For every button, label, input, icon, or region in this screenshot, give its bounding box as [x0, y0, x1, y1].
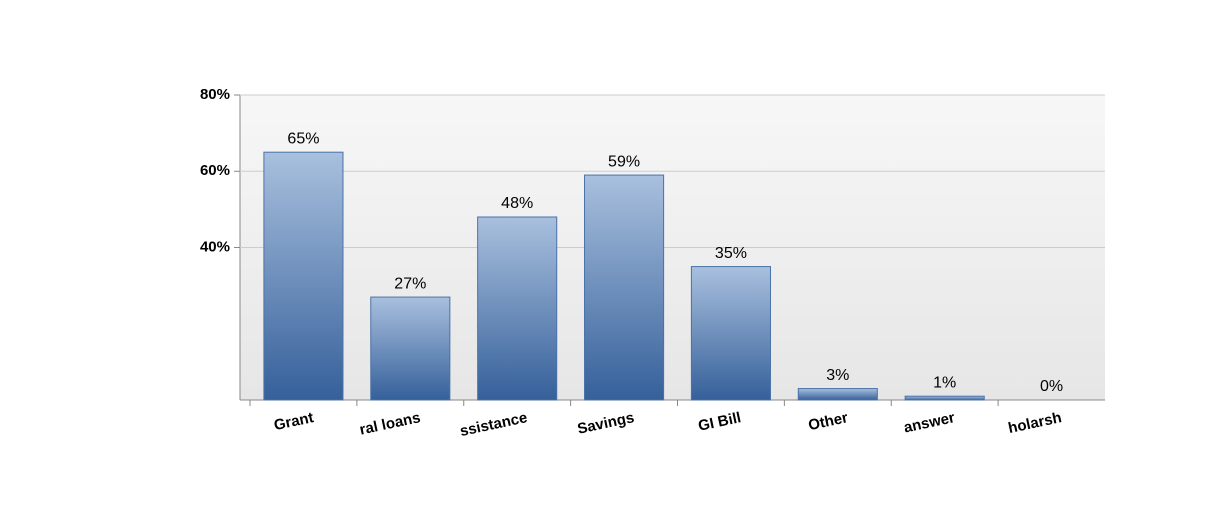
x-tick-label: Other — [807, 409, 850, 434]
bar — [797, 388, 878, 401]
x-tick-label: ssistance — [458, 409, 528, 440]
value-label: 27% — [394, 275, 426, 292]
bar — [263, 151, 344, 401]
bar — [477, 216, 558, 401]
value-label: 59% — [608, 153, 640, 170]
x-tick-label: Grant — [272, 409, 315, 434]
value-label: 3% — [826, 367, 849, 384]
bar — [584, 174, 665, 401]
value-label: 1% — [933, 374, 956, 391]
value-label: 0% — [1040, 378, 1063, 395]
bar — [370, 296, 451, 401]
x-tick-label: holarsh — [1007, 409, 1064, 437]
y-tick-label: 60% — [200, 162, 230, 179]
y-tick-label: 80% — [200, 86, 230, 103]
x-tick-label: answer — [902, 409, 956, 436]
x-tick-label: Savings — [576, 409, 636, 438]
x-tick-label: ral loans — [358, 409, 422, 438]
value-label: 35% — [715, 245, 747, 262]
value-label: 48% — [501, 195, 533, 212]
bar — [904, 395, 985, 401]
x-tick-label: GI Bill — [697, 409, 743, 435]
y-tick-label: 40% — [200, 238, 230, 255]
value-label: 65% — [287, 130, 319, 147]
bar — [690, 266, 771, 401]
